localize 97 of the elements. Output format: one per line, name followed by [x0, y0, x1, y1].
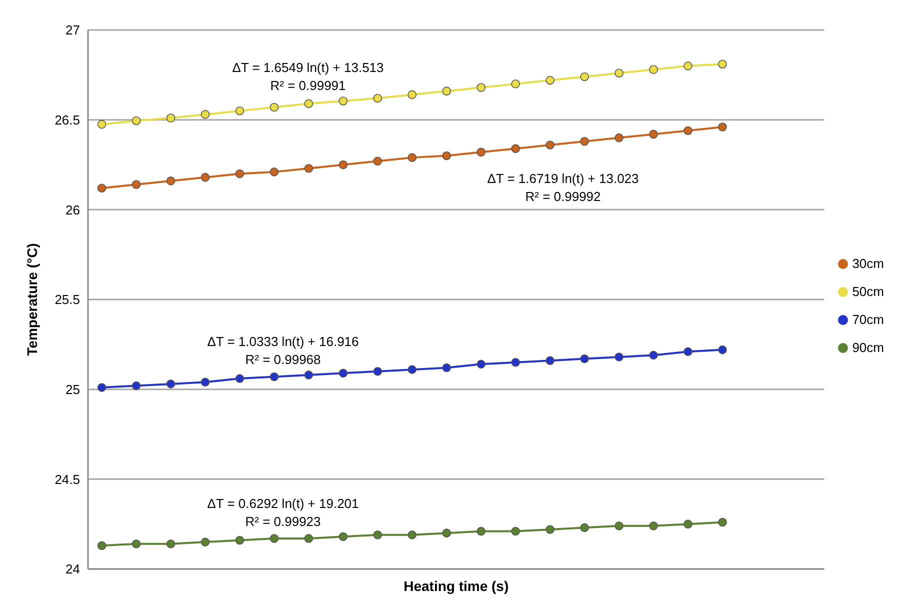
point: [304, 534, 314, 543]
annotation: ΔT = 1.6549 ln(t) + 13.513: [232, 60, 384, 75]
point: [614, 68, 624, 78]
point: [684, 347, 692, 356]
point: [270, 102, 279, 112]
point: [373, 156, 382, 166]
point: [132, 381, 141, 390]
annotation: R² = 0.99968: [245, 352, 321, 367]
annotation: ΔT = 1.0333 ln(t) + 16.916: [207, 334, 359, 349]
point: [304, 164, 314, 173]
point: [408, 365, 417, 374]
point: [304, 370, 314, 380]
point: [200, 172, 210, 182]
point: [200, 538, 210, 546]
point: [580, 72, 589, 82]
point: [684, 520, 692, 528]
point: [338, 368, 348, 378]
point: [408, 153, 417, 162]
point: [684, 126, 692, 136]
legend-label: 30cm: [852, 256, 884, 270]
point: [442, 86, 452, 96]
point: [442, 151, 452, 160]
point: [546, 76, 554, 85]
point: [200, 378, 210, 387]
y-tick-label: 24: [66, 562, 80, 577]
point: [580, 523, 589, 532]
point: [132, 539, 141, 548]
point: [200, 110, 210, 119]
legend-label: 90cm: [852, 340, 884, 354]
y-tick-label: 25: [66, 382, 80, 397]
point: [649, 65, 658, 74]
point: [304, 99, 314, 108]
point: [373, 94, 382, 103]
point: [132, 116, 141, 126]
point: [614, 352, 624, 362]
x-axis-title: Heating time (s): [404, 578, 509, 594]
legend-label: 50cm: [852, 284, 884, 298]
point: [235, 169, 244, 178]
point: [97, 383, 106, 392]
point: [270, 534, 279, 543]
annotation: R² = 0.99923: [245, 514, 321, 529]
point: [718, 122, 727, 132]
point: [476, 526, 486, 536]
legend-label: 70cm: [852, 312, 884, 326]
point: [546, 525, 554, 534]
point: [476, 83, 486, 92]
point: [511, 526, 520, 536]
point: [166, 539, 176, 548]
point: [476, 148, 486, 157]
point: [338, 96, 348, 106]
point: [408, 530, 417, 540]
point: [649, 521, 658, 530]
y-tick-label: 27: [66, 22, 80, 38]
point: [649, 130, 658, 139]
annotation: ΔT = 0.6292 ln(t) + 19.201: [207, 496, 359, 511]
point: [97, 541, 106, 550]
point: [235, 106, 244, 116]
annotation: R² = 0.99992: [525, 189, 601, 204]
point: [166, 114, 176, 122]
point: [97, 120, 106, 129]
point: [270, 168, 279, 176]
y-tick-label: 26.5: [54, 112, 80, 128]
y-axis-title: Temperature (°C): [24, 243, 40, 356]
point: [476, 360, 486, 369]
point: [546, 140, 554, 150]
point: [442, 528, 452, 538]
point: [373, 530, 382, 540]
point: [373, 366, 382, 376]
point: [442, 363, 452, 372]
point: [718, 60, 727, 69]
point: [718, 518, 727, 527]
y-tick-label: 25.5: [54, 292, 80, 308]
point: [338, 160, 348, 170]
point: [166, 380, 176, 388]
point: [166, 176, 176, 186]
annotation: ΔT = 1.6719 ln(t) + 13.023: [487, 171, 639, 186]
point: [132, 180, 141, 189]
point: [614, 133, 624, 142]
annotation: R² = 0.99991: [270, 78, 346, 93]
point: [338, 532, 348, 542]
point: [270, 372, 279, 382]
point: [408, 90, 417, 100]
point: [235, 374, 244, 383]
point: [546, 356, 554, 365]
point: [718, 345, 727, 354]
y-tick-label: 24.5: [54, 472, 80, 487]
point: [684, 62, 692, 70]
point: [580, 354, 589, 364]
point: [97, 184, 106, 193]
point: [511, 144, 520, 153]
point: [235, 536, 244, 545]
point: [580, 136, 589, 146]
point: [649, 350, 658, 360]
point: [511, 80, 520, 88]
point: [614, 521, 624, 530]
y-tick-label: 26: [66, 202, 80, 218]
point: [511, 358, 520, 367]
